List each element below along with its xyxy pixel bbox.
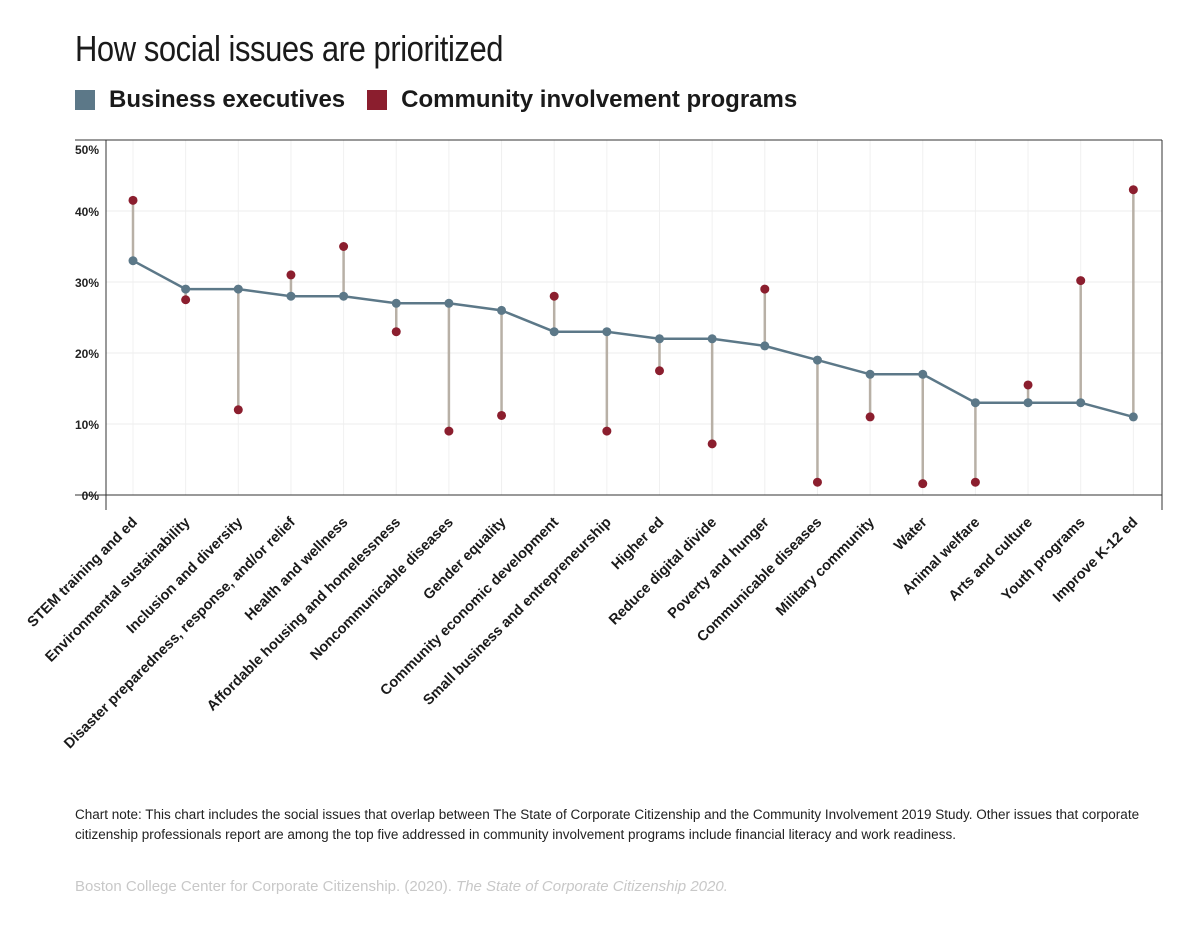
point-business-executives-16: [970, 398, 980, 408]
point-business-executives-11: [707, 334, 717, 344]
legend-swatch-business-executives: [75, 90, 95, 110]
y-tick-label-0: 0%: [82, 489, 100, 503]
y-tick-label-3: 30%: [75, 276, 99, 290]
dumbbell-chart: 0%10%20%30%40%50%STEM training and edEnv…: [25, 139, 1163, 752]
point-community-programs-14: [865, 412, 875, 422]
point-community-programs-5: [391, 327, 401, 337]
x-tick-label-12: Poverty and hunger: [665, 514, 773, 622]
point-community-programs-19: [1128, 185, 1138, 195]
source-prefix: Boston College Center for Corporate Citi…: [75, 878, 457, 895]
point-business-executives-3: [286, 291, 296, 301]
x-tick-label-9: Small business and entrepreneurship: [420, 514, 614, 708]
point-business-executives-17: [1023, 398, 1033, 408]
point-business-executives-15: [918, 369, 928, 379]
point-business-executives-5: [391, 298, 401, 308]
point-community-programs-6: [444, 426, 454, 436]
chart-title: How social issues are prioritized: [75, 28, 504, 69]
x-tick-label-4: Health and wellness: [242, 515, 351, 624]
series-line-business-executives: [132, 259, 1134, 419]
point-community-programs-3: [286, 270, 296, 280]
chart-note: Chart note: This chart includes the soci…: [75, 807, 1140, 842]
point-community-programs-2: [233, 405, 243, 415]
point-business-executives-2: [233, 284, 243, 294]
point-community-programs-17: [1023, 380, 1033, 390]
point-business-executives-19: [1128, 412, 1138, 422]
point-business-executives-7: [497, 305, 507, 315]
y-tick-label-4: 40%: [75, 205, 99, 219]
point-business-executives-6: [444, 298, 454, 308]
point-community-programs-7: [497, 410, 507, 420]
point-business-executives-12: [760, 341, 770, 351]
point-business-executives-13: [812, 355, 822, 365]
legend-item-community-programs: Community involvement programs: [367, 86, 797, 114]
point-business-executives-8: [549, 327, 559, 337]
legend: Business executives Community involvemen…: [75, 86, 819, 114]
x-tick-label-15: Water: [891, 514, 931, 554]
y-tick-label-1: 10%: [75, 418, 99, 432]
point-community-programs-10: [655, 366, 664, 376]
legend-item-business-executives: Business executives: [75, 86, 345, 114]
legend-label-community-programs: Community involvement programs: [401, 86, 798, 113]
point-community-programs-8: [549, 291, 559, 301]
x-tick-label-5: Affordable housing and homelessness: [204, 515, 404, 715]
point-business-executives-4: [339, 291, 349, 301]
y-tick-label-2: 20%: [75, 347, 99, 361]
x-tick-label-11: Reduce digital divide: [606, 515, 720, 629]
x-tick-label-14: Military community: [773, 515, 878, 620]
point-community-programs-18: [1076, 276, 1086, 286]
legend-swatch-community-programs: [367, 90, 388, 110]
point-community-programs-13: [812, 477, 822, 487]
point-community-programs-9: [602, 426, 612, 436]
point-business-executives-10: [655, 334, 664, 344]
point-community-programs-11: [707, 439, 717, 449]
source-title: The State of Corporate Citizenship 2020.: [456, 878, 728, 895]
y-tick-label-5: 50%: [75, 143, 99, 157]
point-business-executives-9: [602, 327, 612, 337]
point-business-executives-0: [128, 256, 138, 266]
source-citation: Boston College Center for Corporate Citi…: [75, 878, 728, 895]
legend-label-business-executives: Business executives: [109, 86, 346, 113]
point-community-programs-16: [970, 477, 980, 487]
point-business-executives-18: [1076, 398, 1086, 408]
point-community-programs-4: [339, 242, 349, 251]
point-community-programs-12: [760, 284, 770, 294]
point-community-programs-1: [181, 295, 191, 305]
point-business-executives-1: [181, 284, 191, 294]
point-community-programs-15: [918, 479, 928, 489]
point-community-programs-0: [128, 195, 138, 205]
point-business-executives-14: [865, 369, 875, 379]
